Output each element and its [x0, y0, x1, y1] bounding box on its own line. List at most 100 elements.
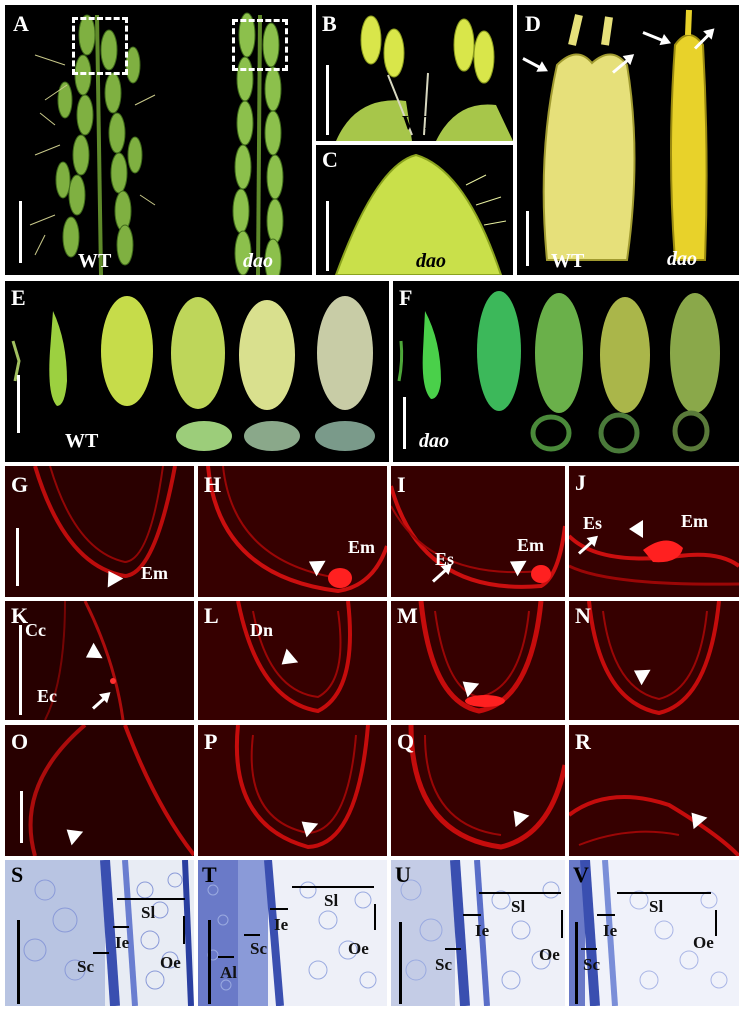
panel-n-image	[569, 601, 739, 720]
panel-e: E WT	[5, 281, 389, 462]
panel-m: M	[391, 601, 565, 720]
tag-al: Al	[220, 963, 237, 982]
tag-dn: Dn	[250, 620, 274, 640]
tag-ie: Ie	[603, 921, 618, 940]
dao-label: dao	[416, 250, 446, 272]
sc-line	[93, 952, 109, 954]
wt-label: WT	[65, 430, 99, 452]
panel-s-image	[5, 860, 194, 1006]
panel-n: N	[569, 601, 739, 720]
panel-h-image	[198, 466, 387, 597]
scale-bar	[17, 920, 20, 1004]
panel-label: V	[573, 862, 589, 887]
scale-bar	[20, 791, 23, 843]
panel-g: Em G	[5, 466, 194, 597]
tag-es: Es	[435, 549, 455, 569]
tag-es: Es	[583, 513, 603, 533]
panel-o: O	[5, 725, 194, 856]
sc-line	[244, 934, 260, 936]
panel-v: Sl Ie Sc Oe V	[569, 860, 739, 1006]
scale-bar	[326, 201, 329, 271]
ie-line	[463, 914, 481, 916]
panel-t: Sl Ie Sc Oe Al T	[198, 860, 387, 1006]
panel-i-image	[391, 466, 565, 597]
sl-line	[479, 892, 561, 894]
tag-sc: Sc	[250, 939, 267, 958]
oe-line	[374, 904, 376, 930]
panel-j-image	[569, 466, 739, 597]
tag-ie: Ie	[115, 933, 130, 952]
tag-em: Em	[348, 537, 375, 557]
oe-line	[561, 910, 563, 938]
panel-p-image	[198, 725, 387, 856]
panel-d: D WT dao	[517, 5, 739, 275]
panel-o-image	[5, 725, 194, 856]
scale-bar	[526, 211, 529, 266]
dao-label: dao	[243, 250, 273, 272]
scale-bar	[399, 922, 402, 1004]
tag-sl: Sl	[141, 903, 156, 922]
tag-sl: Sl	[649, 897, 664, 916]
panel-u: Sl Ie Sc Oe U	[391, 860, 565, 1006]
panel-m-image	[391, 601, 565, 720]
panel-label: M	[397, 603, 418, 628]
ie-line	[113, 926, 129, 928]
scale-bar	[326, 65, 329, 135]
panel-label: E	[11, 285, 26, 310]
panel-p: P	[198, 725, 387, 856]
panel-label: O	[11, 729, 29, 754]
panel-label: I	[397, 472, 406, 497]
tag-oe: Oe	[160, 953, 181, 972]
panel-b-image	[336, 15, 513, 141]
panel-label: Q	[397, 729, 415, 754]
tag-em: Em	[141, 563, 168, 583]
zoom-box-wt	[72, 17, 128, 75]
panel-q: Q	[391, 725, 565, 856]
panel-c: C dao	[316, 145, 513, 275]
tag-ie: Ie	[274, 915, 289, 934]
panel-q-image	[391, 725, 565, 856]
panel-g-image	[5, 466, 194, 597]
panel-label: J	[575, 470, 586, 495]
tag-oe: Oe	[693, 933, 714, 952]
panel-label: D	[525, 11, 541, 36]
panel-label: U	[395, 862, 411, 887]
panel-i: Es Em I	[391, 466, 565, 597]
sc-line	[445, 948, 461, 950]
tag-sc: Sc	[77, 957, 94, 976]
panel-l-image	[198, 601, 387, 720]
scale-bar	[17, 375, 20, 433]
panel-label: L	[204, 603, 219, 628]
panel-label: T	[202, 862, 217, 887]
tag-sc: Sc	[583, 955, 600, 974]
dao-label: dao	[667, 248, 697, 270]
panel-e-image	[11, 296, 375, 451]
panel-d-image	[542, 9, 708, 261]
sc-line	[581, 948, 597, 950]
dao-label: dao	[419, 430, 449, 452]
panel-f-image	[397, 291, 720, 454]
panel-label: G	[11, 472, 29, 497]
panel-label: N	[575, 603, 591, 628]
panel-k: Cc Ec K	[5, 601, 194, 720]
wt-label: WT	[402, 112, 436, 134]
scale-bar	[403, 397, 406, 449]
scale-bar	[575, 922, 578, 1004]
panel-r: R	[569, 725, 739, 856]
al-line	[218, 956, 234, 958]
tag-oe: Oe	[539, 945, 560, 964]
tag-em: Em	[517, 535, 544, 555]
panel-s: Sl Ie Sc Oe S	[5, 860, 194, 1006]
panel-l: Dn L	[198, 601, 387, 720]
sl-line	[292, 886, 374, 888]
tag-sl: Sl	[324, 891, 339, 910]
panel-label: F	[399, 285, 413, 310]
panel-label: H	[204, 472, 222, 497]
panel-label: A	[13, 11, 29, 36]
panel-label: C	[322, 147, 338, 172]
panel-label: P	[204, 729, 218, 754]
embryo-arrowhead	[629, 520, 643, 538]
tag-em: Em	[681, 511, 708, 531]
oe-line	[183, 916, 185, 944]
